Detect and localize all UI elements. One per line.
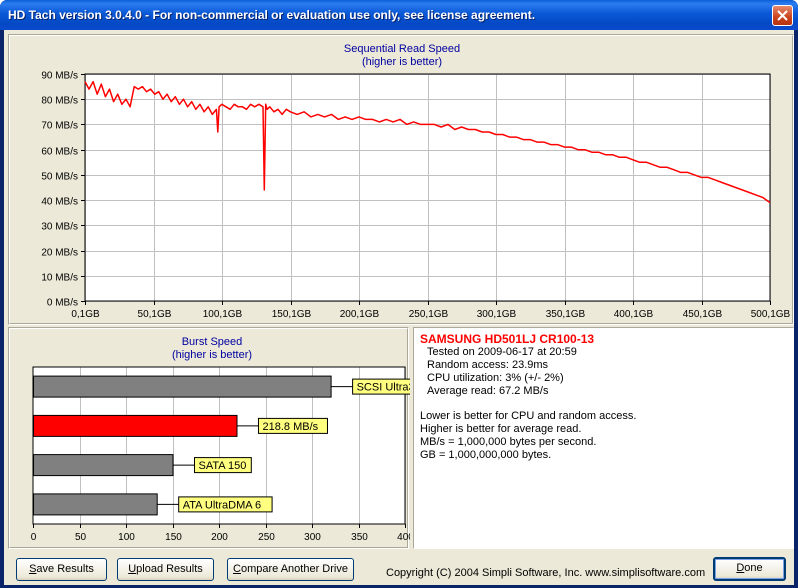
cpu-utilization: CPU utilization: 3% (+/- 2%) (427, 372, 564, 384)
x-tick-label: 500,1GB (751, 309, 791, 320)
drive-info-panel: SAMSUNG HD501LJ CR100-13 Tested on 2009-… (413, 327, 794, 549)
x-tick-label: 450,1GB (683, 309, 723, 320)
burst-chart-subtitle: (higher is better) (172, 349, 252, 361)
x-tick-label: 400,1GB (614, 309, 654, 320)
y-tick-label: 20 MB/s (41, 248, 78, 259)
y-tick-label: 0 MB/s (47, 298, 78, 309)
burst-bar (33, 454, 174, 477)
x-tick-label: 350 (351, 532, 368, 543)
done-label: one (744, 562, 763, 574)
compare-label: ompare Another Drive (240, 563, 348, 575)
client-area: Sequential Read Speed (higher is better)… (4, 30, 794, 585)
x-tick-label: 350,1GB (546, 309, 586, 320)
sequential-chart-title: Sequential Read Speed (344, 43, 460, 55)
y-tick-label: 40 MB/s (41, 197, 78, 208)
x-tick-label: 200,1GB (340, 309, 380, 320)
x-tick-label: 250,1GB (409, 309, 449, 320)
x-tick-label: 200 (211, 532, 228, 543)
burst-bar (33, 493, 158, 516)
tested-on: Tested on 2009-06-17 at 20:59 (427, 346, 577, 358)
x-tick-label: 100 (118, 532, 135, 543)
burst-speed-chart: Burst Speed (higher is better) 0 50 100 150… (31, 336, 410, 543)
burst-bar (33, 375, 332, 398)
plot-border (32, 366, 406, 525)
average-read: Average read: 67.2 MB/s (427, 385, 549, 397)
bar-label: ATA UltraDMA 6 (183, 499, 261, 511)
burst-chart-title: Burst Speed (182, 336, 243, 348)
note-line: Lower is better for CPU and random acces… (420, 410, 637, 422)
upload-label: pload Results (136, 563, 203, 575)
y-tick-label: 70 MB/s (41, 121, 78, 132)
plot-area (84, 73, 771, 302)
y-tick-label: 50 MB/s (41, 172, 78, 183)
note-line: Higher is better for average read. (420, 423, 582, 435)
done-button[interactable]: Done (713, 557, 786, 581)
upload-results-button[interactable]: Upload Results (117, 558, 214, 581)
y-tick-label: 30 MB/s (41, 222, 78, 233)
bar-label-box (352, 378, 410, 395)
plot-border (84, 73, 771, 302)
y-tick-label: 10 MB/s (41, 273, 78, 284)
x-tick-label: 50,1GB (138, 309, 172, 320)
x-tick-label: 100,1GB (203, 309, 243, 320)
compare-another-drive-button[interactable]: Compare Another Drive (227, 558, 354, 581)
x-tick-label: 150 (165, 532, 182, 543)
sequential-read-chart: Sequential Read Speed (higher is better)… (41, 43, 791, 320)
done-mnemonic: D (736, 562, 745, 574)
x-tick-label: 400 (397, 532, 410, 543)
y-tick-label: 80 MB/s (41, 96, 78, 107)
x-tick-label: 300,1GB (477, 309, 517, 320)
random-access: Random access: 23.9ms (427, 359, 549, 371)
note-line: MB/s = 1,000,000 bytes per second. (420, 436, 597, 448)
y-tick-label: 60 MB/s (41, 147, 78, 158)
close-icon (777, 10, 788, 21)
x-tick-label: 300 (304, 532, 321, 543)
bar-label-box (257, 417, 328, 434)
read-speed-line (84, 80, 771, 204)
save-label: ave Results (36, 563, 94, 575)
title-bar[interactable]: HD Tach version 3.0.4.0 - For non-commer… (0, 0, 798, 30)
burst-bar-current (33, 414, 238, 437)
bar-label-box (178, 496, 273, 513)
sequential-chart-subtitle: (higher is better) (362, 56, 442, 68)
burst-speed-panel: Burst Speed (higher is better) 0 50 100 150… (8, 327, 410, 549)
bar-label: SATA 150 (199, 460, 247, 472)
x-tick-label: 150,1GB (272, 309, 312, 320)
save-mnemonic: S (29, 563, 37, 575)
x-tick-label: 50 (75, 532, 87, 543)
upload-mnemonic: U (128, 563, 137, 575)
x-tick-label: 0,1GB (71, 309, 100, 320)
close-button[interactable] (772, 5, 793, 26)
x-tick-label: 250 (258, 532, 275, 543)
bar-label: 218.8 MB/s (263, 421, 319, 433)
bar-label-box (194, 457, 252, 474)
copyright-text: Copyright (C) 2004 Simpli Software, Inc.… (386, 567, 706, 579)
x-tick-label: 0 (31, 532, 37, 543)
save-results-button[interactable]: Save Results (16, 558, 107, 581)
window-title: HD Tach version 3.0.4.0 - For non-commer… (8, 8, 536, 22)
y-tick-label: 90 MB/s (41, 71, 78, 82)
sequential-read-panel: Sequential Read Speed (higher is better)… (8, 34, 794, 325)
drive-name: SAMSUNG HD501LJ CR100-13 (420, 332, 595, 346)
bar-label: SCSI Ultra320 (357, 382, 410, 394)
compare-mnemonic: C (233, 563, 241, 575)
note-line: GB = 1,000,000,000 bytes. (420, 449, 552, 461)
